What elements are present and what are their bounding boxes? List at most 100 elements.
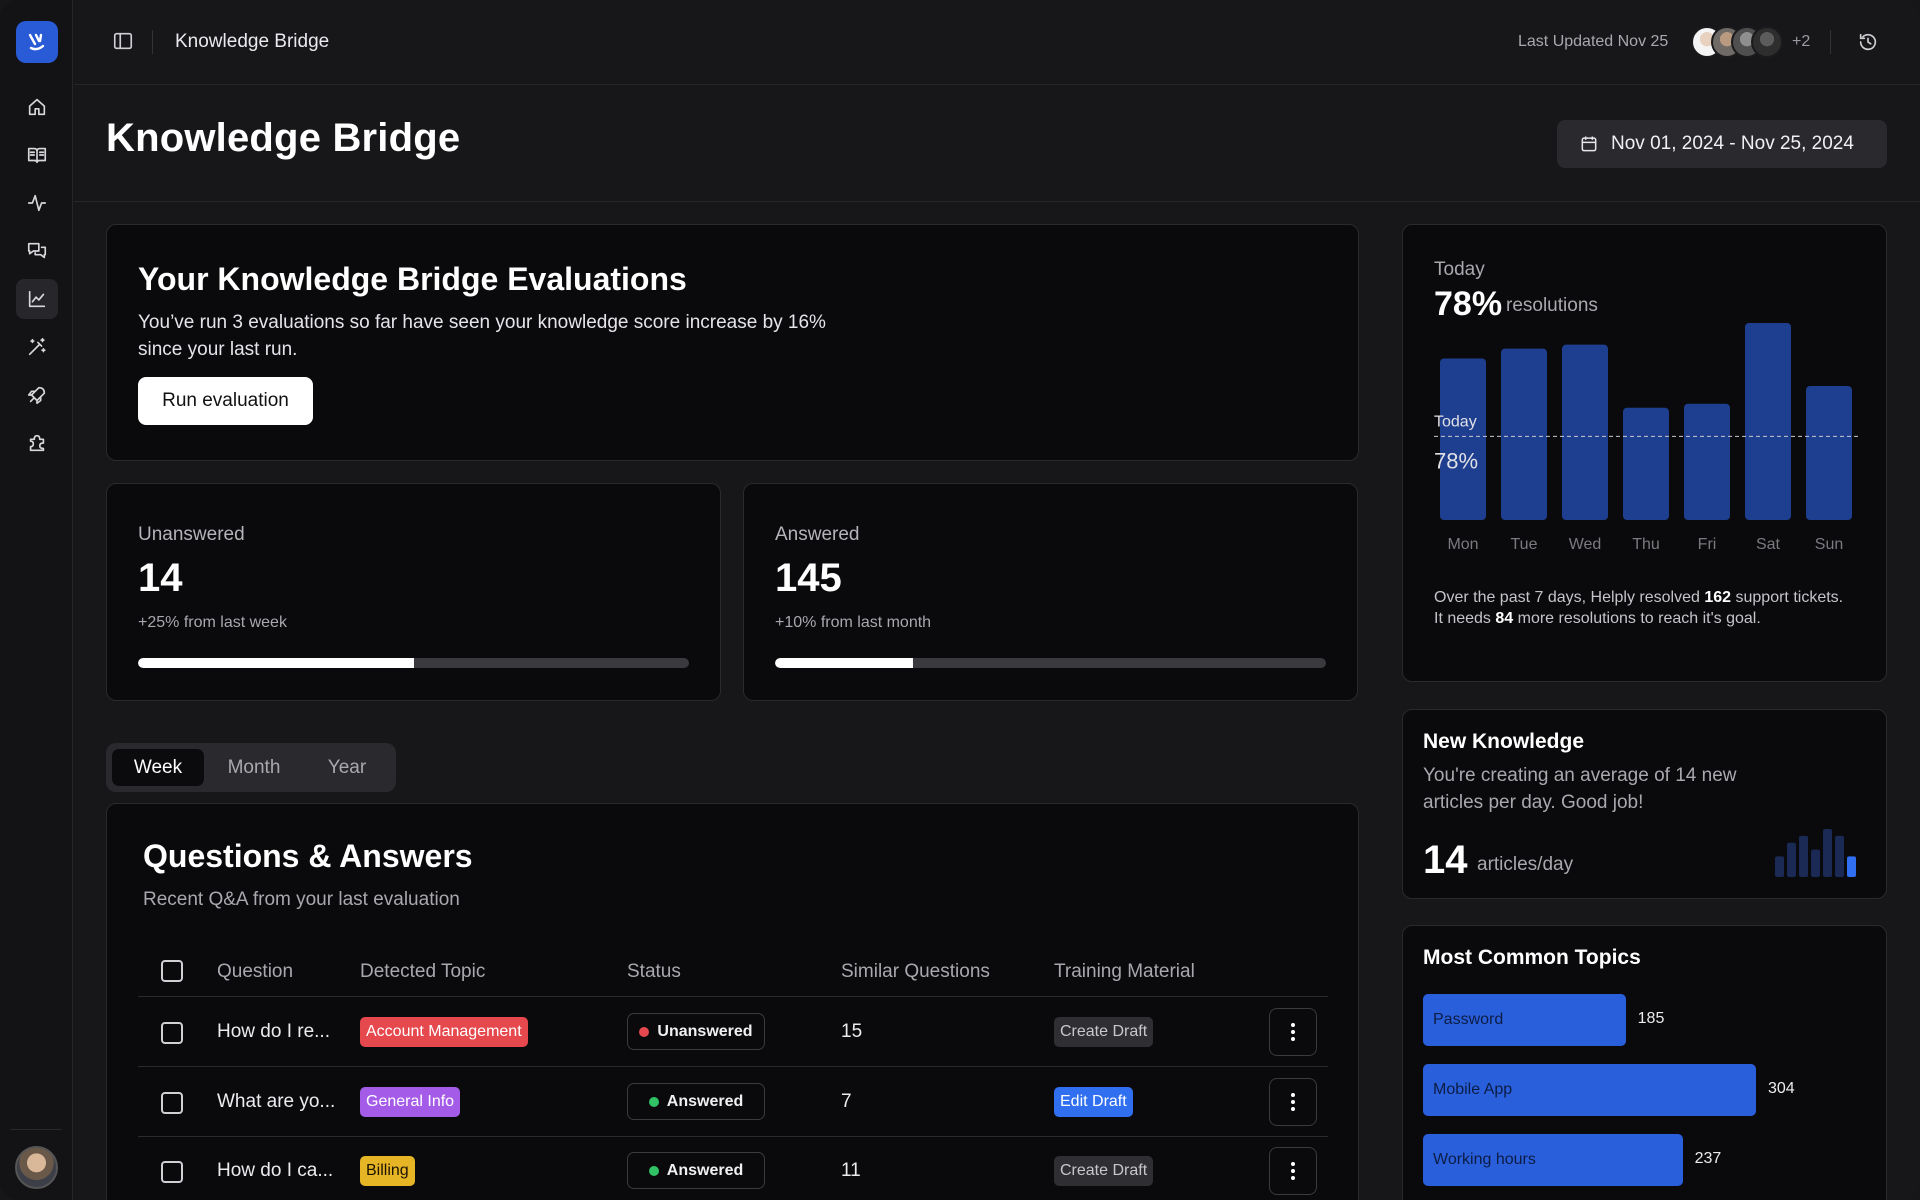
sidebar-toggle-button[interactable] [112, 30, 136, 54]
x-tick-label: Sun [1815, 536, 1843, 553]
tab-year[interactable]: Year [327, 756, 367, 778]
row-checkbox[interactable] [161, 1092, 183, 1114]
topic-bar[interactable]: Working hours [1423, 1134, 1683, 1186]
period-tabs: Week Month Year [106, 743, 396, 792]
nav-analytics[interactable] [16, 279, 58, 319]
bar-fri[interactable] [1684, 403, 1730, 520]
row-actions-button[interactable] [1269, 1147, 1317, 1195]
nav-integrations[interactable] [16, 423, 58, 463]
topic-bar[interactable]: Mobile App [1423, 1064, 1756, 1116]
more-collaborators-count[interactable]: +2 [1792, 33, 1811, 50]
topic-tag: Account Management [360, 1017, 528, 1047]
column-header-similar[interactable]: Similar Questions [841, 961, 990, 982]
bar-tue[interactable] [1501, 348, 1547, 520]
more-vertical-icon [1291, 1093, 1295, 1111]
topic-bar-value: 237 [1694, 1150, 1722, 1167]
date-range-picker[interactable]: Nov 01, 2024 - Nov 25, 2024 [1557, 120, 1887, 168]
column-header-topic[interactable]: Detected Topic [360, 961, 486, 982]
x-tick-label: Mon [1447, 536, 1478, 553]
answered-card: Answered 145 +10% from last month [743, 483, 1358, 701]
tab-month[interactable]: Month [227, 756, 281, 778]
row-checkbox[interactable] [161, 1022, 183, 1044]
row-actions-button[interactable] [1269, 1078, 1317, 1126]
column-header-status[interactable]: Status [627, 961, 681, 982]
app-logo[interactable] [16, 21, 58, 63]
run-evaluation-button[interactable]: Run evaluation [138, 377, 313, 425]
new-knowledge-value: 14 [1423, 838, 1468, 882]
history-button[interactable] [1857, 31, 1879, 53]
topics-card: Most Common Topics Password 185 Mobile App… [1402, 925, 1887, 1200]
bar-sun[interactable] [1806, 386, 1852, 520]
resolutions-period: Today [1434, 259, 1485, 280]
x-tick-label: Wed [1569, 536, 1602, 553]
tab-week[interactable]: Week [112, 749, 204, 786]
status-badge: Unanswered [627, 1013, 765, 1050]
status-badge: Answered [627, 1083, 765, 1120]
nav-knowledge[interactable] [16, 135, 58, 175]
last-updated-text: Last Updated Nov 25 [1518, 33, 1669, 50]
bar-wed[interactable] [1562, 344, 1608, 520]
stat-change: +25% from last week [138, 614, 287, 631]
resolutions-unit: resolutions [1506, 295, 1598, 316]
more-vertical-icon [1291, 1023, 1295, 1041]
select-all-checkbox[interactable] [161, 960, 183, 982]
nav-launch[interactable] [16, 375, 58, 415]
topbar-divider [1830, 30, 1831, 54]
new-knowledge-card: New Knowledge You're creating an average… [1402, 709, 1887, 899]
sidebar [0, 0, 73, 1200]
row-checkbox[interactable] [161, 1161, 183, 1183]
edit-draft-button[interactable]: Edit Draft [1054, 1087, 1133, 1117]
topic-bar-value: 185 [1637, 1010, 1665, 1027]
progress-fill [138, 658, 414, 668]
question-cell: How do I re... [217, 1021, 330, 1042]
remaining-count: 84 [1495, 610, 1514, 627]
history-icon [1859, 33, 1877, 51]
bar-mon[interactable] [1440, 358, 1486, 520]
nav-activity[interactable] [16, 183, 58, 223]
bar-thu[interactable] [1623, 407, 1669, 520]
topbar: Knowledge Bridge Last Updated Nov 25 +2 [74, 0, 1920, 85]
calendar-icon [1581, 136, 1597, 152]
new-knowledge-title: New Knowledge [1423, 730, 1585, 753]
new-knowledge-unit: articles/day [1477, 854, 1574, 875]
activity-icon [27, 194, 47, 212]
stat-value: 145 [775, 556, 842, 600]
resolved-count: 162 [1704, 589, 1732, 606]
bar-sat[interactable] [1745, 323, 1791, 520]
resolutions-card: Today 78% resolutions Mon Tue Wed Thu Fri Sat… [1402, 224, 1887, 682]
x-tick-label: Tue [1511, 536, 1538, 553]
stat-label: Answered [775, 524, 860, 545]
topic-bar[interactable]: Password [1423, 994, 1626, 1046]
topic-tag: General Info [360, 1087, 461, 1117]
row-actions-button[interactable] [1269, 1008, 1317, 1056]
qa-title: Questions & Answers [143, 838, 473, 874]
resolutions-value: 78% [1434, 285, 1503, 323]
book-icon [27, 147, 47, 164]
column-header-question[interactable]: Question [217, 961, 294, 982]
create-draft-button[interactable]: Create Draft [1054, 1017, 1154, 1047]
nav-home[interactable] [16, 87, 58, 127]
user-avatar[interactable] [15, 1146, 58, 1189]
date-range-label: Nov 01, 2024 - Nov 25, 2024 [1611, 133, 1854, 154]
puzzle-icon [29, 434, 45, 452]
topbar-divider [152, 30, 153, 54]
summary-text: Over the past 7 days, Helply resolved [1434, 589, 1705, 606]
create-draft-button[interactable]: Create Draft [1054, 1156, 1154, 1186]
spark-bar [1799, 835, 1808, 877]
spark-bar [1847, 856, 1856, 877]
nav-automation[interactable] [16, 327, 58, 367]
x-tick-label: Sat [1756, 536, 1781, 553]
status-label: Answered [666, 1092, 744, 1110]
target-line-value: 78% [1434, 448, 1478, 473]
magic-wand-icon [28, 337, 46, 356]
logo-icon [28, 33, 45, 51]
status-label: Answered [666, 1161, 744, 1179]
target-line-label: Today [1434, 413, 1477, 430]
x-tick-label: Thu [1632, 536, 1660, 553]
table-divider [138, 996, 1328, 997]
column-header-training[interactable]: Training Material [1054, 961, 1195, 982]
status-dot [648, 1096, 659, 1107]
table-divider [138, 1066, 1328, 1067]
nav-conversations[interactable] [16, 231, 58, 271]
similar-count: 15 [841, 1021, 863, 1042]
